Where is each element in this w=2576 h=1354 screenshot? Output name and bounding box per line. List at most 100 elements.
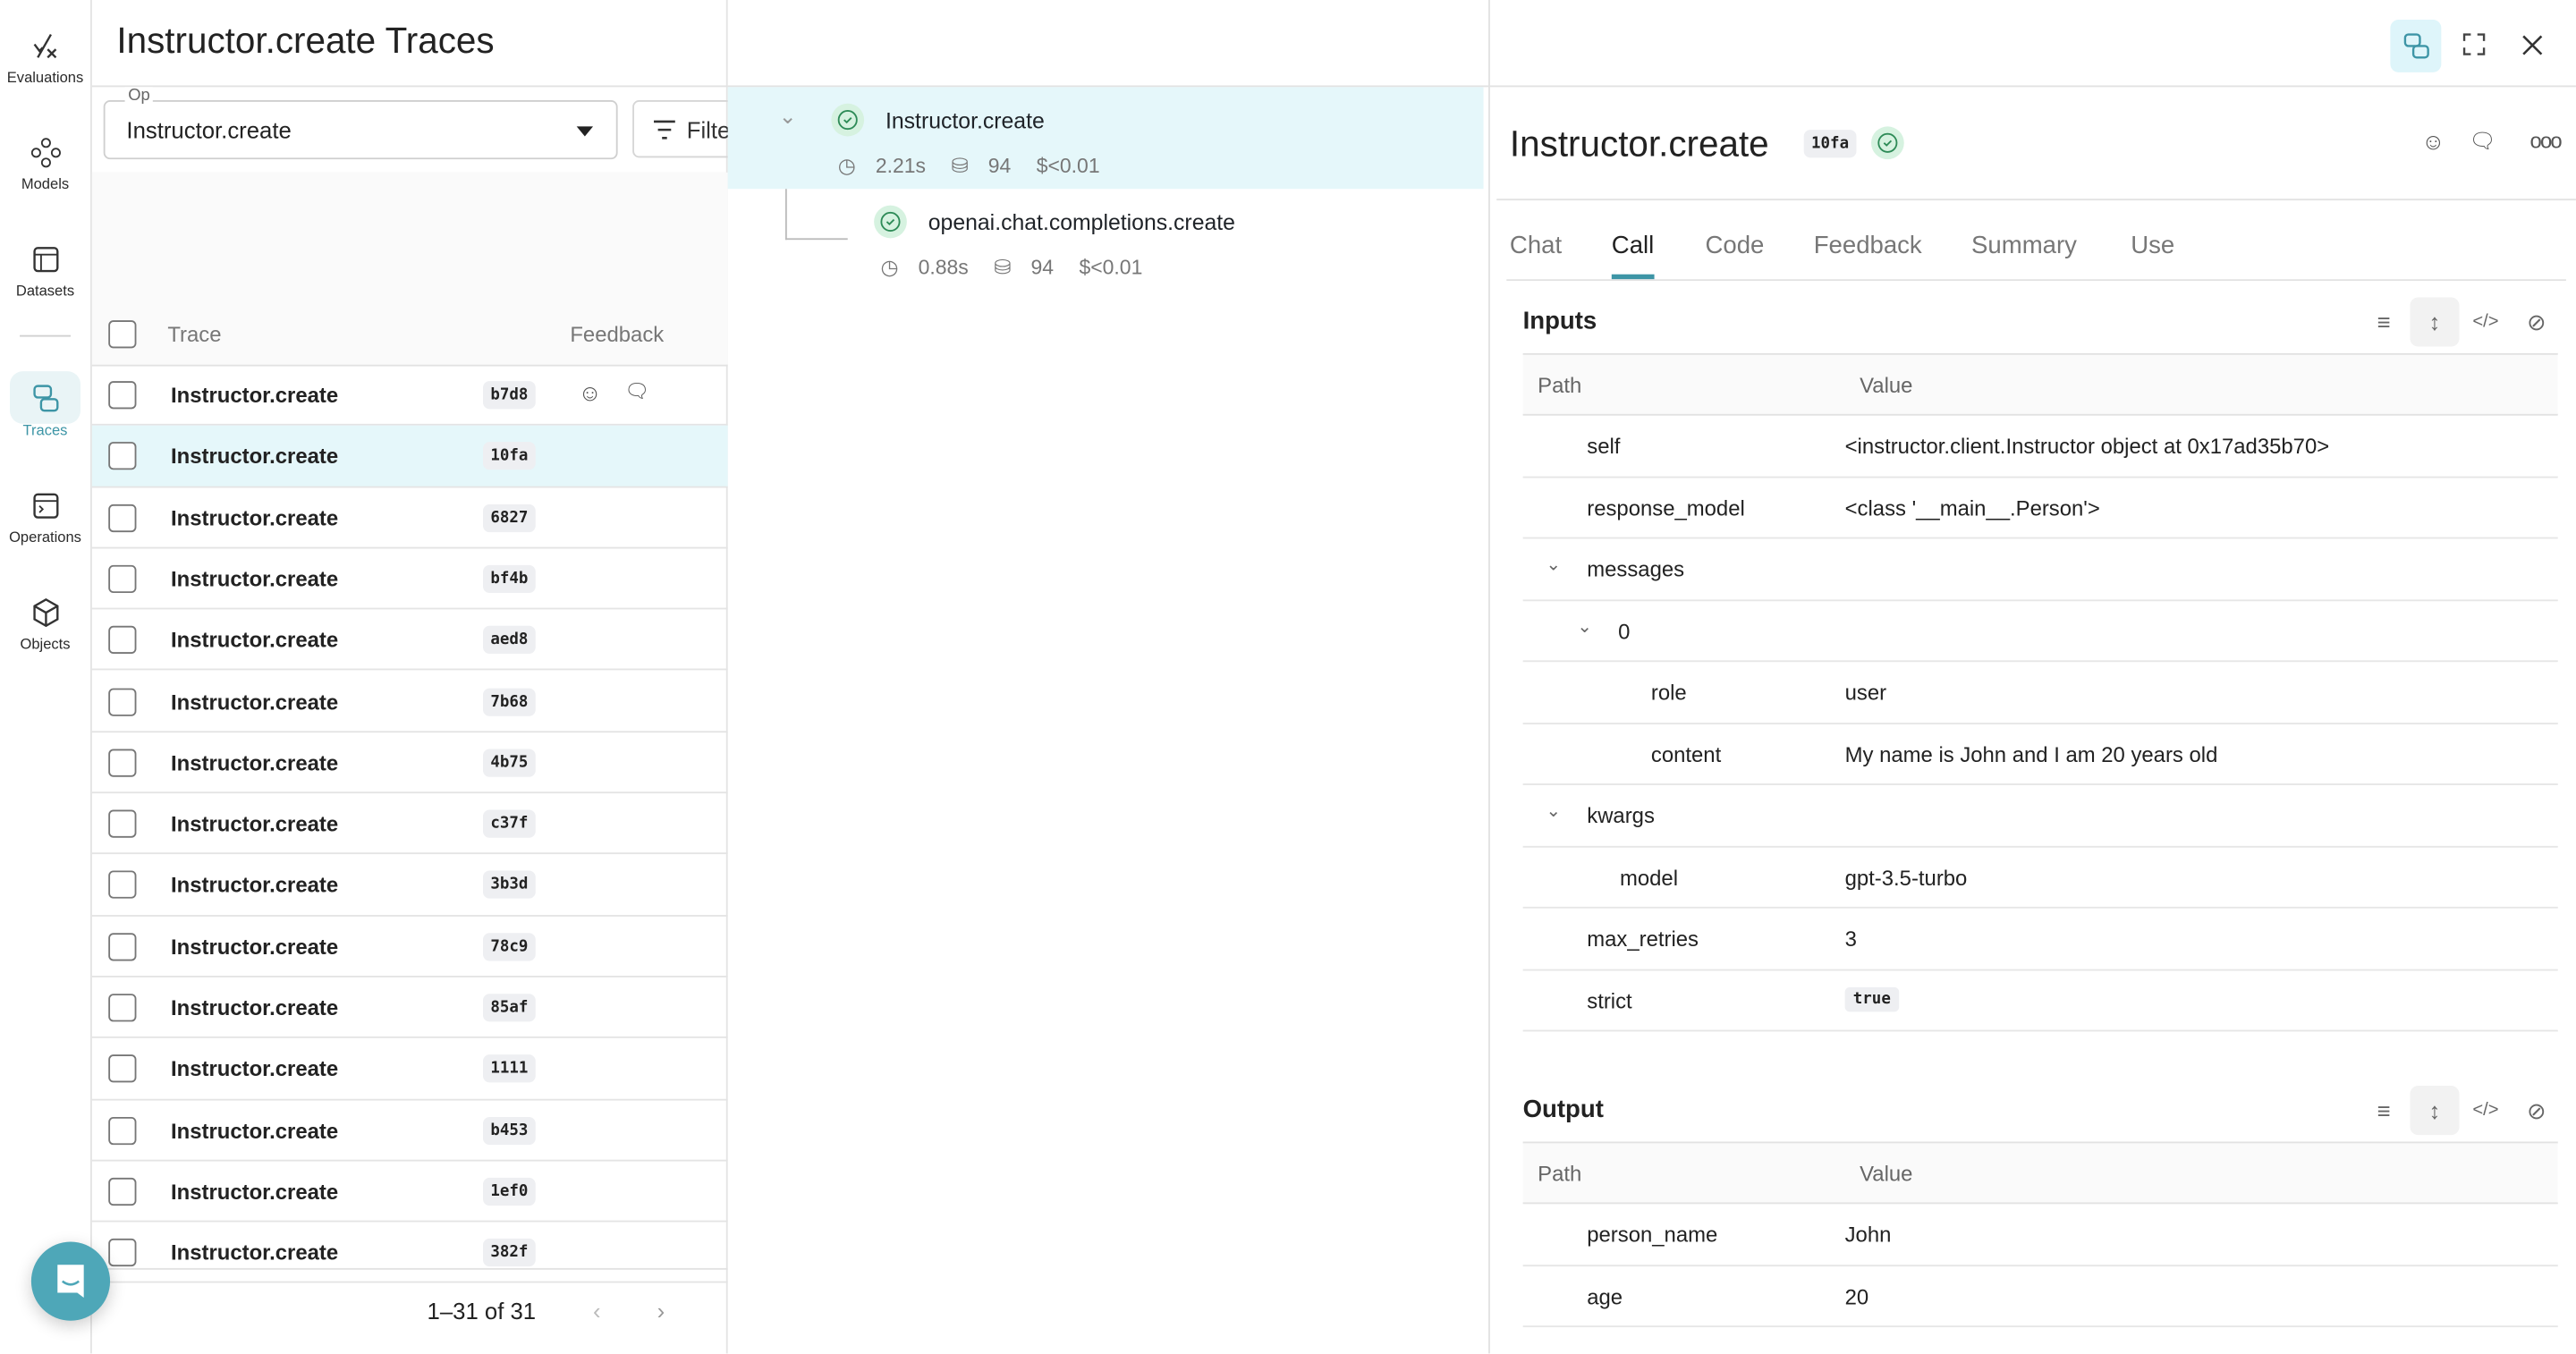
row-checkbox[interactable] bbox=[108, 932, 137, 960]
add-reaction-icon[interactable]: ☺ bbox=[2421, 128, 2445, 155]
tab-use[interactable]: Use bbox=[2131, 231, 2175, 260]
next-page-button[interactable]: › bbox=[657, 1297, 665, 1324]
nav-item-models[interactable]: Models bbox=[0, 136, 90, 192]
path-row-role: role user bbox=[1522, 662, 2558, 724]
trace-name: Instructor.create bbox=[171, 1056, 339, 1082]
trace-row[interactable]: Instructor.create 3b3d bbox=[91, 855, 728, 917]
row-checkbox[interactable] bbox=[108, 564, 137, 593]
path-row-kwargs[interactable]: ⌄ kwargs bbox=[1522, 785, 2558, 847]
tree-node-child[interactable]: openai.chat.completions.create ◷ 0.88s ⛁ 9… bbox=[728, 189, 1484, 291]
trace-row[interactable]: Instructor.create 10fa bbox=[91, 426, 728, 487]
nav-item-operations[interactable]: Operations bbox=[0, 489, 90, 546]
inputs-toolbar: ≡ ↕ </> ⊘ bbox=[2360, 297, 2563, 347]
list-view-icon[interactable]: ≡ bbox=[2377, 309, 2391, 335]
code-view-icon[interactable]: </> bbox=[2472, 1100, 2499, 1121]
tab-feedback[interactable]: Feedback bbox=[1813, 231, 1922, 260]
trace-view-toggle[interactable] bbox=[2390, 20, 2442, 72]
fullscreen-icon[interactable] bbox=[2462, 33, 2486, 56]
comment-icon[interactable]: 🗨 bbox=[2469, 128, 2496, 153]
more-icon[interactable]: ooo bbox=[2529, 128, 2563, 153]
nav-item-traces[interactable]: Traces bbox=[0, 371, 90, 438]
code-view-icon[interactable]: </> bbox=[2472, 311, 2499, 333]
chevron-down-icon[interactable]: ⌄ bbox=[778, 103, 797, 129]
list-view-icon[interactable]: ≡ bbox=[2377, 1096, 2391, 1124]
trace-row[interactable]: Instructor.create b453 bbox=[91, 1100, 728, 1162]
row-checkbox[interactable] bbox=[108, 1239, 137, 1267]
path-row-age: age 20 bbox=[1522, 1265, 2558, 1328]
trace-row[interactable]: Instructor.create bf4b bbox=[91, 548, 728, 610]
datasets-icon bbox=[32, 247, 58, 273]
nav-item-objects[interactable]: Objects bbox=[0, 597, 90, 652]
trace-row[interactable]: Instructor.create 78c9 bbox=[91, 916, 728, 977]
path-value: 20 bbox=[1844, 1283, 1869, 1308]
row-checkbox[interactable] bbox=[108, 442, 137, 470]
trace-row[interactable]: Instructor.create 4b75 bbox=[91, 732, 728, 794]
tab-code[interactable]: Code bbox=[1705, 231, 1765, 260]
path-row-0[interactable]: ⌄ 0 bbox=[1522, 600, 2558, 663]
chevron-down-icon[interactable]: ⌄ bbox=[1546, 801, 1562, 822]
close-icon[interactable] bbox=[2521, 35, 2543, 56]
models-icon bbox=[30, 138, 61, 168]
trace-row[interactable]: Instructor.create 6827 bbox=[91, 487, 728, 549]
path-key: content bbox=[1650, 741, 1722, 766]
trace-name: Instructor.create bbox=[171, 934, 339, 960]
path-row-messages[interactable]: ⌄ messages bbox=[1522, 538, 2558, 601]
trace-id-badge: 3b3d bbox=[482, 871, 536, 900]
chevron-down-icon[interactable]: ⌄ bbox=[1577, 616, 1593, 637]
row-checkbox[interactable] bbox=[108, 1054, 137, 1083]
row-checkbox[interactable] bbox=[108, 871, 137, 900]
col-trace: Trace bbox=[167, 321, 222, 347]
op-select[interactable]: Op Instructor.create bbox=[103, 87, 618, 160]
trace-row[interactable]: Instructor.create 382f bbox=[91, 1223, 728, 1284]
tab-call[interactable]: Call bbox=[1611, 231, 1655, 260]
trace-row[interactable]: Instructor.create 7b68 bbox=[91, 671, 728, 732]
trace-id-badge: 1ef0 bbox=[482, 1177, 536, 1206]
add-reaction-icon[interactable]: ☺ bbox=[578, 379, 602, 406]
output-table: Path Value person_name John age 20 bbox=[1522, 1141, 2558, 1328]
path-value: My name is John and I am 20 years old bbox=[1844, 741, 2218, 766]
tokens-icon: ⛁ bbox=[951, 154, 969, 178]
trace-name: Instructor.create bbox=[171, 1179, 339, 1205]
col-feedback: Feedback bbox=[570, 321, 665, 347]
nav-item-evaluations[interactable]: Evaluations bbox=[0, 30, 90, 86]
path-key: person_name bbox=[1587, 1222, 1718, 1248]
row-checkbox[interactable] bbox=[108, 504, 137, 532]
path-key: role bbox=[1650, 680, 1687, 705]
trace-tree-panel: ⌄ Instructor.create ◷ 2.21s ⛁ 94 $<0.01 op… bbox=[727, 0, 1490, 1354]
select-all-checkbox[interactable] bbox=[108, 320, 137, 349]
trace-id-badge: 10fa bbox=[482, 442, 536, 470]
row-checkbox[interactable] bbox=[108, 626, 137, 655]
filter-icon bbox=[654, 120, 675, 140]
row-checkbox[interactable] bbox=[108, 1177, 137, 1206]
row-checkbox[interactable] bbox=[108, 687, 137, 715]
op-value: Instructor.create bbox=[126, 116, 292, 143]
inputs-heading: Inputs bbox=[1522, 307, 1597, 335]
trace-row[interactable]: Instructor.create 1111 bbox=[91, 1038, 728, 1100]
nav-item-datasets[interactable]: Datasets bbox=[0, 243, 90, 299]
row-checkbox[interactable] bbox=[108, 1116, 137, 1145]
tab-chat[interactable]: Chat bbox=[1509, 231, 1563, 260]
row-checkbox[interactable] bbox=[108, 809, 137, 838]
tree-connector bbox=[784, 189, 848, 241]
path-value: gpt-3.5-turbo bbox=[1844, 865, 1968, 890]
tab-summary[interactable]: Summary bbox=[1971, 231, 2077, 260]
path-key: strict bbox=[1587, 987, 1632, 1013]
expand-rows-icon[interactable]: ↕ bbox=[2410, 297, 2460, 347]
trace-row[interactable]: Instructor.create 85af bbox=[91, 977, 728, 1039]
hide-icon[interactable]: ⊘ bbox=[2527, 1096, 2546, 1123]
row-checkbox[interactable] bbox=[108, 749, 137, 777]
hide-icon[interactable]: ⊘ bbox=[2527, 308, 2546, 334]
trace-row[interactable]: Instructor.create aed8 bbox=[91, 610, 728, 672]
trace-row[interactable]: Instructor.create c37f bbox=[91, 793, 728, 855]
prev-page-button[interactable]: ‹ bbox=[593, 1297, 601, 1324]
tree-node-root[interactable]: ⌄ Instructor.create ◷ 2.21s ⛁ 94 $<0.01 bbox=[727, 87, 1484, 190]
chevron-down-icon[interactable]: ⌄ bbox=[1546, 554, 1562, 575]
trace-row[interactable]: Instructor.create 1ef0 bbox=[91, 1161, 728, 1223]
expand-rows-icon[interactable]: ↕ bbox=[2410, 1086, 2460, 1136]
comment-icon[interactable]: 🗨 bbox=[623, 379, 649, 402]
chat-support-button[interactable] bbox=[30, 1241, 111, 1321]
row-checkbox[interactable] bbox=[108, 381, 137, 410]
trace-row[interactable]: Instructor.create b7d8 ☺ 🗨 bbox=[91, 365, 728, 427]
row-checkbox[interactable] bbox=[108, 994, 137, 1022]
trace-name: Instructor.create bbox=[171, 749, 339, 775]
